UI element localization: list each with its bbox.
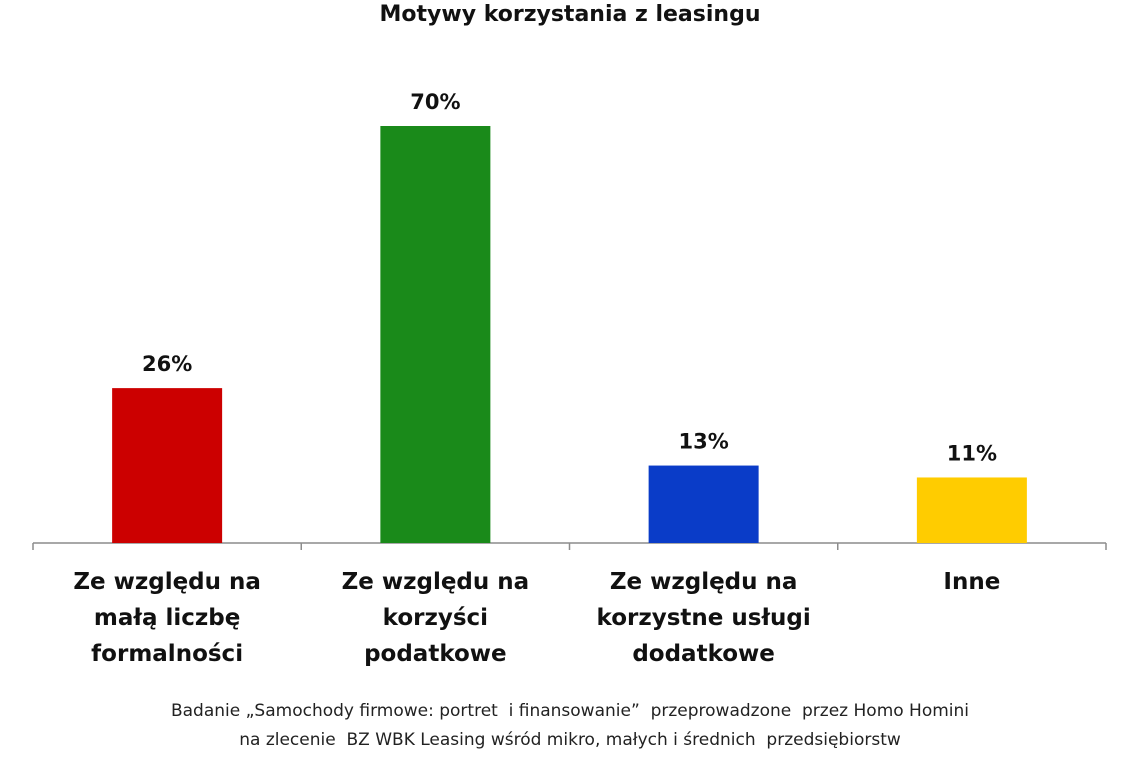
category-label-1-line-3: formalności	[91, 641, 243, 667]
bar-value-label-3: 13%	[678, 430, 728, 454]
category-label-1-line-1: Ze względu na	[73, 569, 261, 595]
footnote-line-1: Badanie „Samochody firmowe: portret i fi…	[170, 701, 970, 721]
category-label-3-line-1: Ze względu na	[610, 569, 798, 595]
footnote-line-2: na zlecenie BZ WBK Leasing wśród mikro, …	[239, 730, 901, 750]
category-label-4-line-1: Inne	[943, 569, 1000, 595]
chart-title: Motywy korzystania z leasingu	[379, 2, 761, 27]
bar-value-label-4: 11%	[947, 441, 997, 465]
category-label-2-line-1: Ze względu na	[342, 569, 530, 595]
bar-chart: 26% Ze względu na małą liczbę formalności 70…	[32, 90, 1107, 667]
category-label-3-line-2: korzystne usługi	[597, 605, 811, 631]
footnote: Badanie „Samochody firmowe: portret i fi…	[0, 697, 1140, 755]
bar-value-label-1: 26%	[142, 352, 192, 376]
category-label-2-line-3: podatkowe	[364, 641, 507, 667]
category-label-2-line-2: korzyści	[383, 605, 488, 631]
category-label-3-line-3: dodatkowe	[632, 641, 775, 667]
bar-3	[648, 465, 759, 543]
category-label-1-line-2: małą liczbę	[94, 605, 240, 631]
bar-value-label-2: 70%	[410, 90, 460, 114]
bar-1	[112, 388, 223, 543]
bar-2	[380, 126, 491, 543]
bar-4	[916, 477, 1027, 543]
